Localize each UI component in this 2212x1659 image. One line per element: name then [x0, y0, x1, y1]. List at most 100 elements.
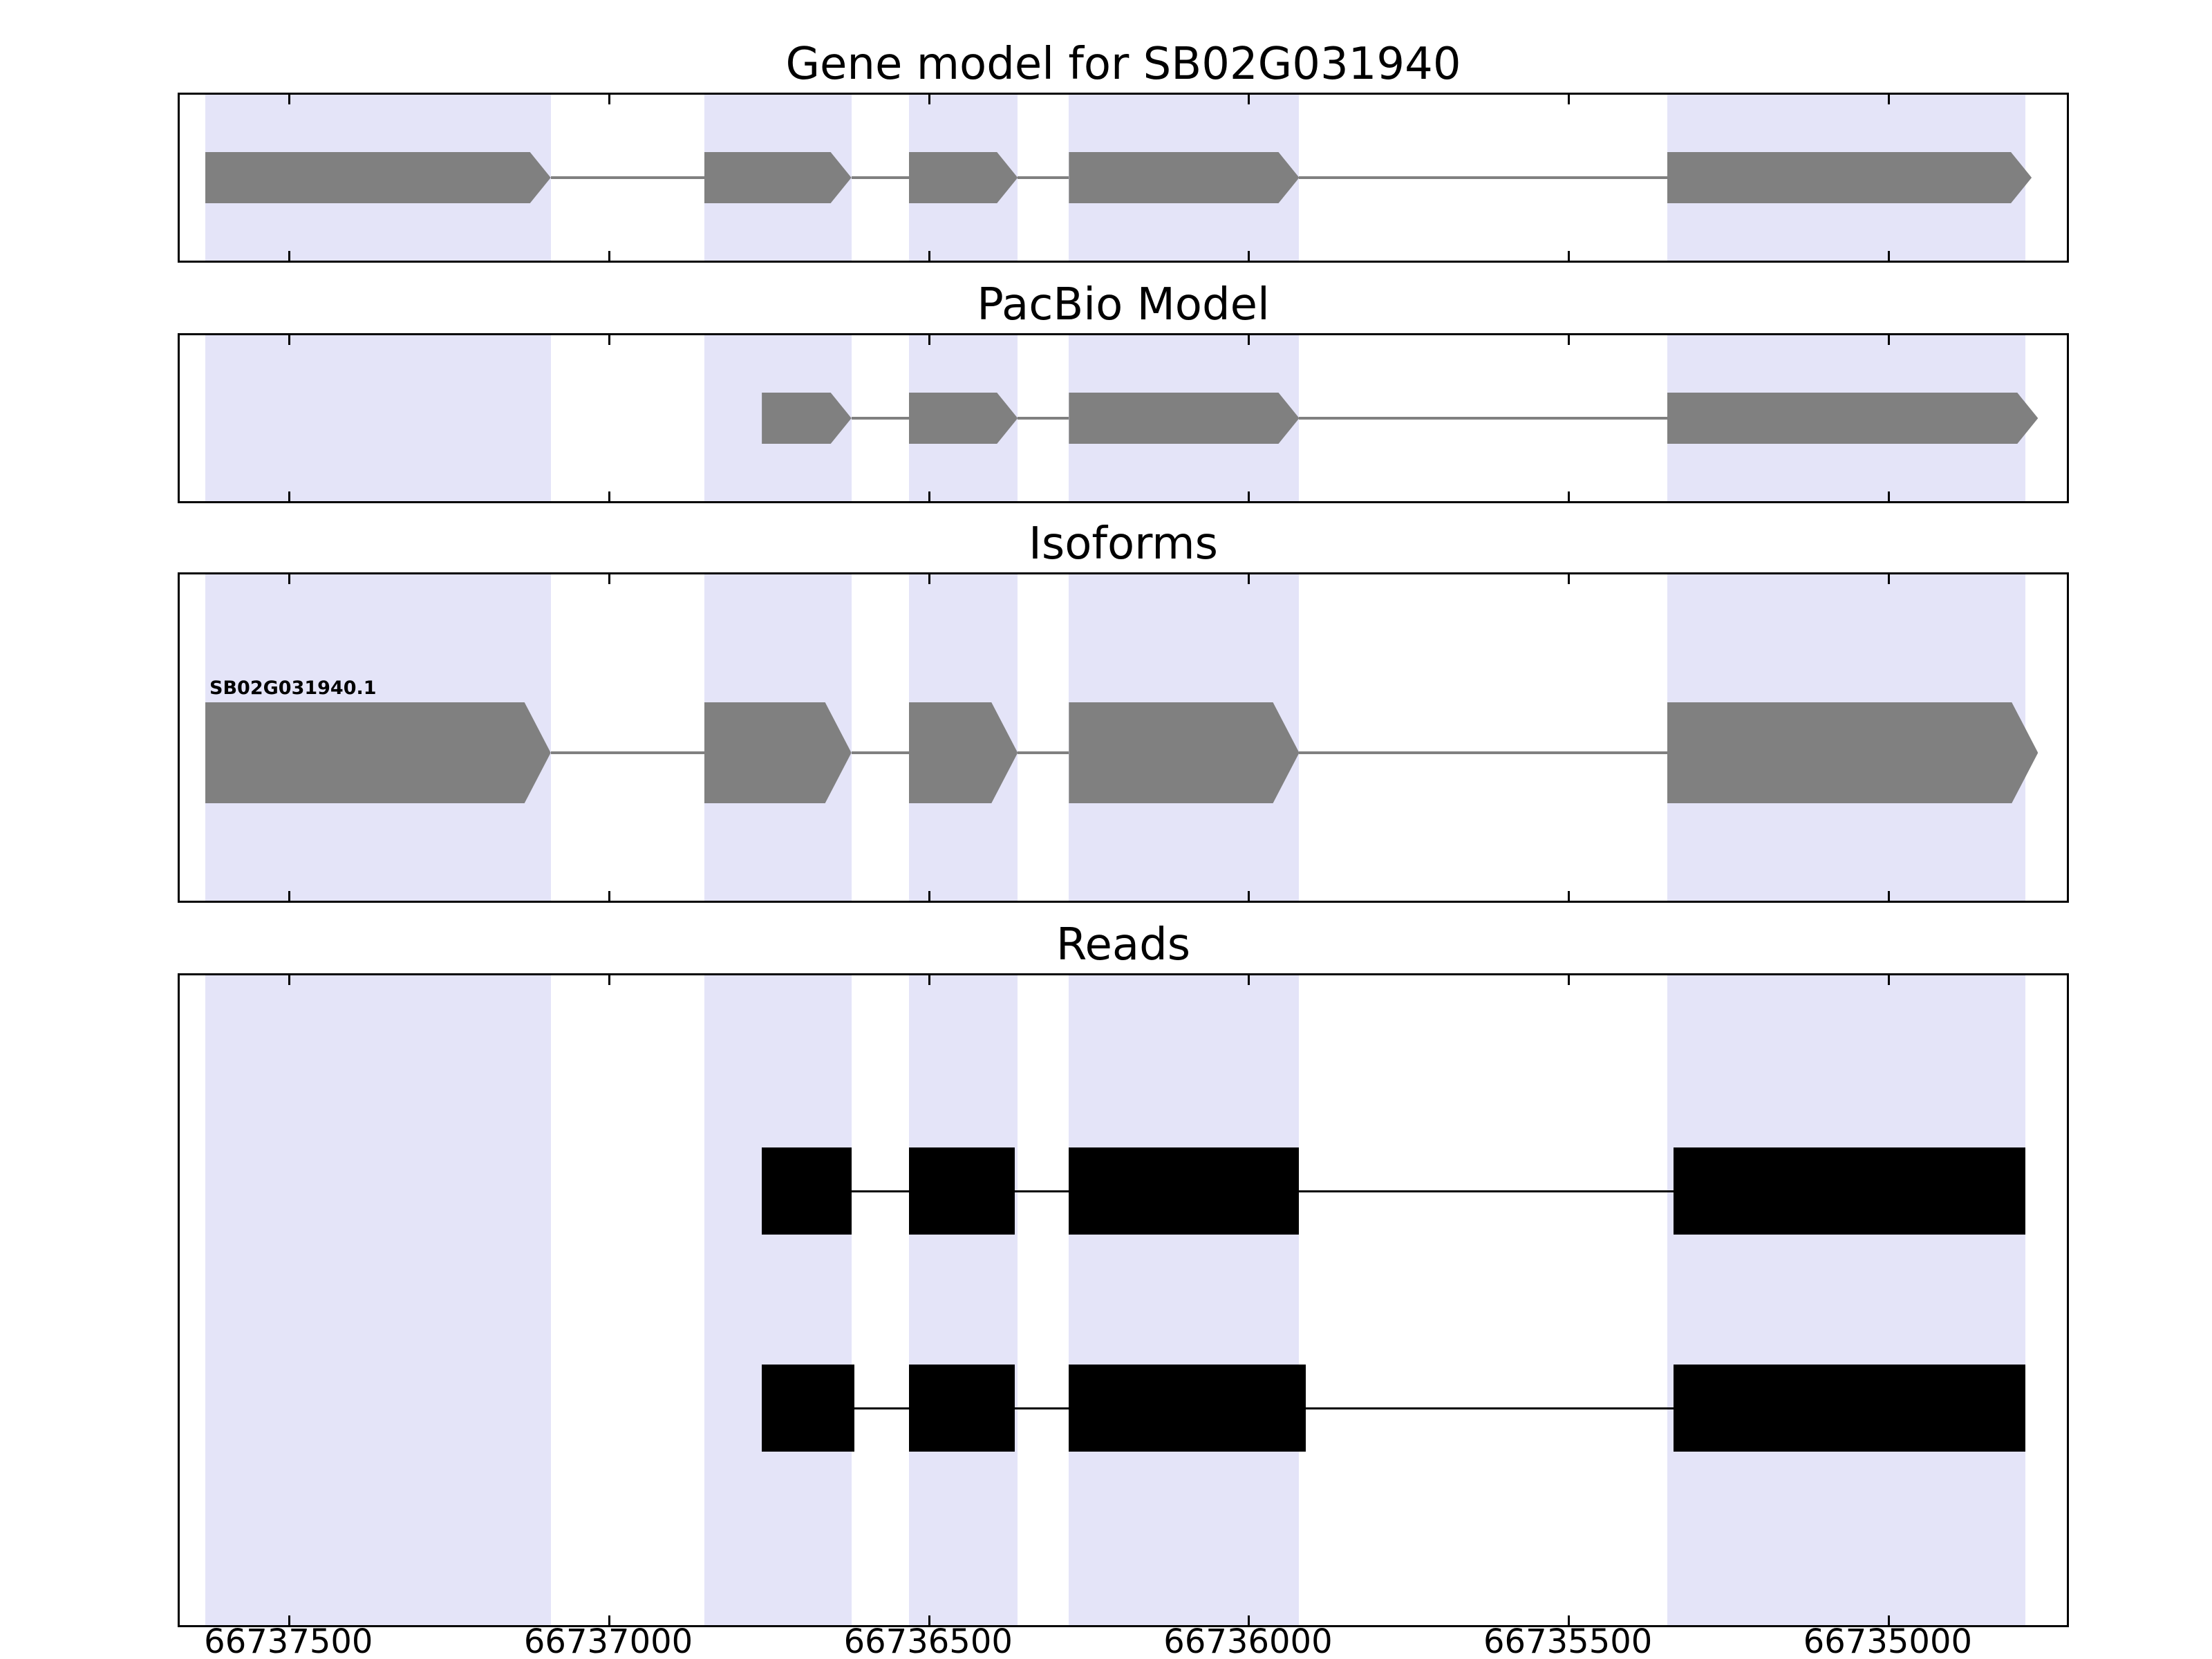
axis-tick — [288, 95, 291, 104]
read-exon-block — [908, 1365, 1015, 1452]
intron-line — [1018, 417, 1069, 420]
axis-tick — [1248, 335, 1250, 345]
intron-line — [1299, 417, 1667, 420]
panel-gene-model — [178, 93, 2069, 263]
axis-tick — [608, 1615, 611, 1625]
axis-tick — [1887, 95, 1890, 104]
axis-tick — [288, 891, 291, 901]
read-exon-block — [1069, 1147, 1300, 1235]
intron-line — [1299, 751, 1667, 754]
intron-line — [1018, 751, 1069, 754]
exon-arrow-block — [908, 702, 1018, 803]
axis-tick — [608, 251, 611, 261]
exon-arrow-block — [762, 393, 852, 444]
axis-tick — [1248, 491, 1250, 501]
intron-line — [1299, 176, 1667, 179]
axis-tick — [928, 335, 930, 345]
panel-title-reads: Reads — [1056, 919, 1191, 971]
axis-tick — [1248, 975, 1250, 985]
x-axis-tick-label: 66737500 — [204, 1622, 373, 1659]
axis-tick — [1568, 95, 1571, 104]
intron-line — [851, 1190, 909, 1192]
exon-highlight-band — [1069, 975, 1300, 1625]
axis-tick — [288, 975, 291, 985]
axis-tick — [1568, 1615, 1571, 1625]
axis-tick — [608, 491, 611, 501]
axis-tick — [1568, 975, 1571, 985]
read-exon-block — [762, 1365, 855, 1452]
exon-arrow-block — [205, 152, 551, 203]
intron-line — [1014, 1407, 1069, 1409]
axis-tick — [1887, 574, 1890, 584]
axis-tick — [928, 891, 930, 901]
axis-tick — [1887, 251, 1890, 261]
exon-arrow-block — [205, 702, 551, 803]
isoform-label: SB02G031940.1 — [209, 677, 377, 699]
exon-arrow-block — [908, 152, 1018, 203]
panel-reads — [178, 973, 2069, 1627]
axis-tick — [1568, 491, 1571, 501]
exon-arrow-block — [1667, 702, 2038, 803]
intron-line — [550, 751, 704, 754]
axis-tick — [928, 95, 930, 104]
axis-tick — [608, 574, 611, 584]
x-axis-tick-label: 66737000 — [523, 1622, 693, 1659]
intron-line — [1018, 176, 1069, 179]
intron-line — [851, 176, 909, 179]
intron-line — [1014, 1190, 1069, 1192]
exon-arrow-block — [1667, 393, 2038, 444]
axis-tick — [1568, 891, 1571, 901]
axis-tick — [1248, 251, 1250, 261]
axis-tick — [1568, 574, 1571, 584]
exon-arrow-block — [704, 152, 852, 203]
read-exon-block — [762, 1147, 852, 1235]
exon-arrow-block — [1069, 702, 1300, 803]
exon-highlight-band — [1667, 975, 2025, 1625]
axis-tick — [1248, 1615, 1250, 1625]
intron-line — [550, 176, 704, 179]
axis-tick — [288, 251, 291, 261]
axis-tick — [928, 251, 930, 261]
axis-tick — [288, 491, 291, 501]
panel-title-isoforms: Isoforms — [1029, 518, 1218, 570]
read-exon-block — [1673, 1147, 2025, 1235]
exon-highlight-band — [205, 975, 551, 1625]
read-exon-block — [1069, 1365, 1306, 1452]
axis-tick — [1887, 975, 1890, 985]
x-axis-tick-label: 66736000 — [1163, 1622, 1333, 1659]
axis-tick — [1248, 95, 1250, 104]
intron-line — [1299, 1190, 1674, 1192]
axis-tick — [288, 335, 291, 345]
axis-tick — [1887, 891, 1890, 901]
x-axis-tick-label: 66735500 — [1483, 1622, 1653, 1659]
panel-title-gene-model: Gene model for SB02G031940 — [785, 39, 1461, 90]
panel-pacbio — [178, 333, 2069, 503]
intron-line — [1305, 1407, 1674, 1409]
intron-line — [854, 1407, 909, 1409]
axis-tick — [1887, 335, 1890, 345]
axis-tick — [1248, 574, 1250, 584]
axis-tick — [608, 975, 611, 985]
panel-isoforms: SB02G031940.1 — [178, 572, 2069, 903]
axis-tick — [608, 891, 611, 901]
x-axis: 66737500 66737000 66736500 66736000 66735500… — [0, 1624, 2212, 1659]
exon-highlight-band — [205, 335, 551, 501]
read-exon-block — [908, 1147, 1015, 1235]
exon-arrow-block — [1667, 152, 2032, 203]
exon-highlight-band — [908, 975, 1018, 1625]
axis-tick — [1887, 491, 1890, 501]
axis-tick — [288, 1615, 291, 1625]
axis-tick — [928, 1615, 930, 1625]
axis-tick — [288, 574, 291, 584]
intron-line — [851, 751, 909, 754]
exon-arrow-block — [1069, 393, 1300, 444]
axis-tick — [1568, 335, 1571, 345]
exon-arrow-block — [908, 393, 1018, 444]
axis-tick — [608, 95, 611, 104]
exon-arrow-block — [1069, 152, 1300, 203]
panel-title-pacbio: PacBio Model — [977, 279, 1270, 330]
x-axis-tick-label: 66736500 — [843, 1622, 1013, 1659]
axis-tick — [1248, 891, 1250, 901]
read-exon-block — [1673, 1365, 2025, 1452]
